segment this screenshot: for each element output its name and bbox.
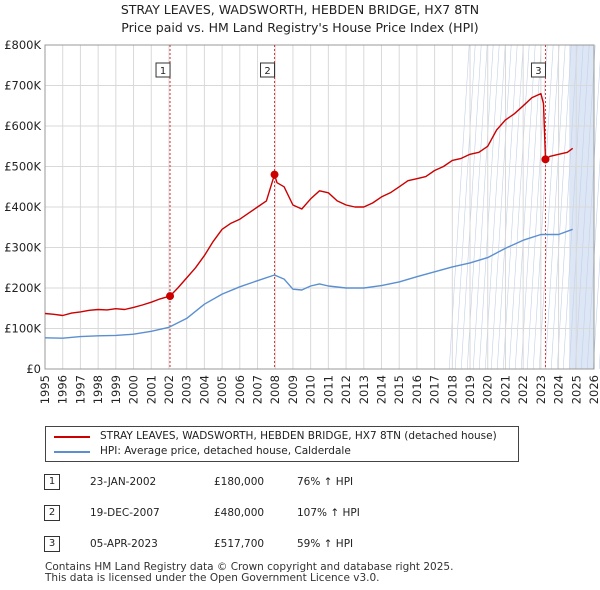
x-tick-label: 2012 [339, 375, 353, 404]
transaction-number: 1 [44, 474, 60, 490]
x-tick-label: 2009 [286, 375, 300, 404]
x-tick-label: 2018 [445, 375, 459, 404]
transaction-price: £517,700 [214, 538, 265, 550]
x-tick-label: 2025 [569, 375, 583, 404]
x-tick-label: 1998 [91, 375, 105, 404]
x-tick-label: 2024 [552, 375, 566, 404]
transaction-price: £480,000 [214, 507, 265, 519]
footer-licence: This data is licensed under the Open Gov… [45, 572, 380, 584]
legend: STRAY LEAVES, WADSWORTH, HEBDEN BRIDGE, … [45, 426, 519, 462]
transaction-marker-box [530, 62, 546, 78]
x-tick-label: 2014 [374, 375, 388, 404]
x-tick-label: 2023 [534, 375, 548, 404]
x-tick-label: 1996 [56, 375, 70, 404]
legend-label-property: STRAY LEAVES, WADSWORTH, HEBDEN BRIDGE, … [100, 430, 497, 442]
x-tick-label: 2003 [180, 375, 194, 404]
x-tick-label: 2002 [162, 375, 176, 404]
y-tick-label: £500K [4, 160, 41, 174]
x-tick-label: 2020 [481, 375, 495, 404]
footer-copyright: Contains HM Land Registry data © Crown c… [45, 561, 454, 573]
x-tick-label: 2015 [392, 375, 406, 404]
transaction-marker-number: 3 [535, 66, 541, 77]
x-tick-label: 2008 [268, 375, 282, 404]
x-tick-label: 2006 [233, 375, 247, 404]
forecast-hatch [586, 156, 600, 370]
series-line-hpi [44, 228, 573, 339]
transaction-number: 3 [44, 536, 60, 552]
y-tick-label: £0 [26, 362, 41, 376]
y-tick-label: £300K [4, 241, 41, 255]
transaction-date: 23-JAN-2002 [90, 476, 157, 488]
x-tick-label: 1997 [73, 375, 87, 404]
price-chart: £0 £100K £200K £300K £400K £500K £600K £700K £80… [4, 38, 600, 404]
transaction-price: £180,000 [214, 476, 265, 488]
transaction-marker-box [260, 62, 276, 78]
x-tick-label: 2005 [215, 375, 229, 404]
x-tick-label: 2026 [587, 375, 600, 404]
legend-label-hpi: HPI: Average price, detached house, Cald… [100, 445, 351, 457]
x-tick-label: 2004 [197, 375, 211, 404]
transaction-marker-box [155, 62, 171, 78]
forecast-hatch [592, 254, 600, 370]
x-tick-label: 2011 [321, 375, 335, 404]
y-tick-label: £200K [4, 281, 41, 295]
x-tick-label: 2010 [304, 375, 318, 404]
transaction-hpi: 59% ↑ HPI [297, 538, 354, 550]
x-tick-label: 2022 [516, 375, 530, 404]
transaction-number: 2 [44, 505, 60, 521]
transaction-hpi: 76% ↑ HPI [297, 476, 354, 488]
series-line-property [44, 92, 574, 317]
x-tick-label: 2019 [463, 375, 477, 404]
x-tick-label: 2021 [498, 375, 512, 404]
x-tick-label: 1999 [109, 375, 123, 404]
transaction-point [166, 292, 175, 301]
y-tick-label: £400K [4, 200, 41, 214]
y-tick-label: £100K [4, 322, 41, 336]
y-tick-label: £600K [4, 119, 41, 133]
transaction-date: 05-APR-2023 [90, 538, 158, 550]
y-tick-label: £700K [4, 79, 41, 93]
x-tick-label: 2017 [428, 375, 442, 404]
x-tick-label: 2016 [410, 375, 424, 404]
plot-border [44, 44, 595, 370]
chart-title: STRAY LEAVES, WADSWORTH, HEBDEN BRIDGE, … [120, 2, 480, 17]
x-tick-label: 2000 [127, 375, 141, 404]
x-tick-label: 2001 [144, 375, 158, 404]
transaction-point [270, 170, 279, 179]
y-tick-label: £800K [4, 38, 41, 52]
transaction-date: 19-DEC-2007 [90, 507, 160, 519]
x-tick-label: 2013 [357, 375, 371, 404]
chart-subtitle: Price paid vs. HM Land Registry's House … [121, 20, 479, 35]
legend-swatch-property [54, 436, 90, 438]
transaction-marker-number: 1 [160, 66, 166, 77]
transaction-marker-number: 2 [264, 66, 270, 77]
transaction-point [541, 155, 550, 164]
x-tick-label: 2007 [251, 375, 265, 404]
x-tick-label: 1995 [38, 375, 52, 404]
transaction-hpi: 107% ↑ HPI [297, 507, 360, 519]
legend-swatch-hpi [54, 451, 90, 453]
